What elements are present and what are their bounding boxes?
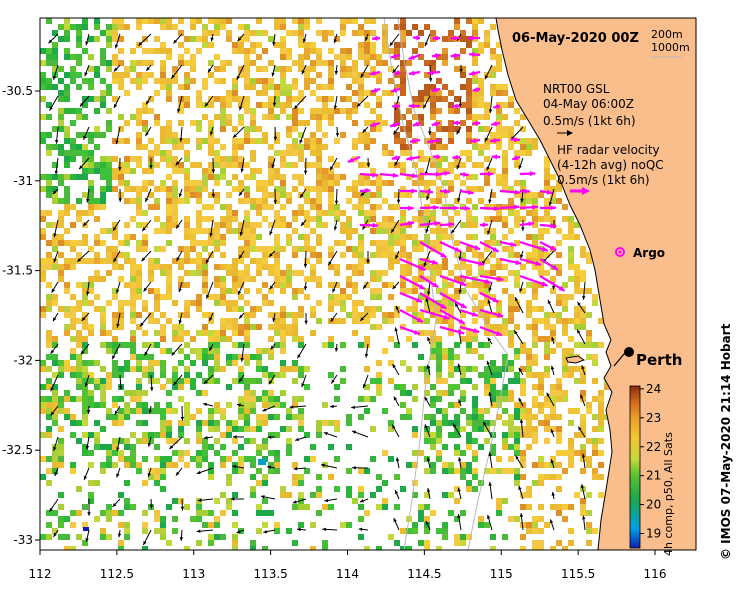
x-tick-label: 114.5 bbox=[407, 567, 441, 581]
radar-legend-name: HF radar velocity bbox=[557, 143, 660, 157]
argo-float-marker bbox=[615, 247, 625, 257]
bathymetry-legend-1000m: 1000m bbox=[651, 41, 690, 54]
model-legend-arrow-icon bbox=[557, 130, 573, 136]
radar-legend-qc: (4-12h avg) noQC bbox=[557, 158, 664, 172]
perth-label: Perth bbox=[636, 351, 682, 369]
radar-legend-scale: 0.5m/s (1kt 6h) bbox=[557, 173, 650, 187]
model-legend-name: NRT00 GSL bbox=[543, 82, 610, 96]
map-title: 06-May-2020 00Z bbox=[512, 31, 639, 46]
perth-city-marker bbox=[613, 347, 634, 367]
bathymetry-200m-contour bbox=[397, 18, 509, 550]
y-tick-label: -31.5 bbox=[2, 264, 33, 278]
y-tick-label: -31 bbox=[13, 174, 33, 188]
colorbar-tick-label: 20 bbox=[646, 498, 661, 512]
bathymetry-1000m-contour bbox=[383, 18, 437, 550]
y-tick-label: -32.5 bbox=[2, 443, 33, 457]
model-legend-scale: 0.5m/s (1kt 6h) bbox=[543, 114, 636, 128]
imos-credit: © IMOS 07-May-2020 21:14 Hobart bbox=[719, 323, 733, 560]
x-tick-label: 113.5 bbox=[253, 567, 287, 581]
colorbar-tick-label: 22 bbox=[646, 440, 661, 454]
colorbar-tick-label: 24 bbox=[646, 382, 661, 396]
radar-legend-arrow-icon bbox=[570, 187, 590, 195]
x-tick-label: 114 bbox=[336, 567, 359, 581]
plot-frame bbox=[39, 17, 697, 551]
argo-label: Argo bbox=[633, 246, 665, 260]
colorbar-tick-label: 23 bbox=[646, 411, 661, 425]
model-current-arrows bbox=[48, 33, 586, 546]
colorbar-scale bbox=[629, 385, 641, 549]
x-tick-label: 112 bbox=[29, 567, 52, 581]
y-tick-label: -33 bbox=[13, 533, 33, 547]
colorbar-tick-label: 21 bbox=[646, 469, 661, 483]
y-tick-label: -30.5 bbox=[2, 84, 33, 98]
x-tick-label: 116 bbox=[644, 567, 667, 581]
x-tick-label: 113 bbox=[182, 567, 205, 581]
x-tick-label: 112.5 bbox=[100, 567, 134, 581]
hf-radar-velocity-arrows bbox=[347, 35, 566, 337]
island-rottnest bbox=[565, 355, 586, 364]
model-legend-time: 04-May 06:00Z bbox=[543, 97, 634, 111]
x-tick-label: 115 bbox=[490, 567, 513, 581]
colorbar-ticks: 24 23 22 21 20 19 bbox=[640, 382, 661, 541]
sst-colorbar: 24 23 22 21 20 19 4h comp, p50, All Sats bbox=[629, 382, 675, 556]
land-mass bbox=[495, 18, 696, 550]
y-tick-label: -32 bbox=[13, 353, 33, 367]
colorbar-label: 4h comp, p50, All Sats bbox=[662, 432, 675, 556]
y-axis: -30.5 -31 -31.5 -32 -32.5 -33 bbox=[2, 84, 40, 547]
colorbar-tick-label: 19 bbox=[646, 527, 661, 541]
bathymetry-legend-200m: 200m bbox=[651, 28, 683, 41]
x-tick-label: 115.5 bbox=[561, 567, 595, 581]
x-axis: 112 112.5 113 113.5 114 114.5 115 115.5 116 bbox=[29, 550, 667, 581]
